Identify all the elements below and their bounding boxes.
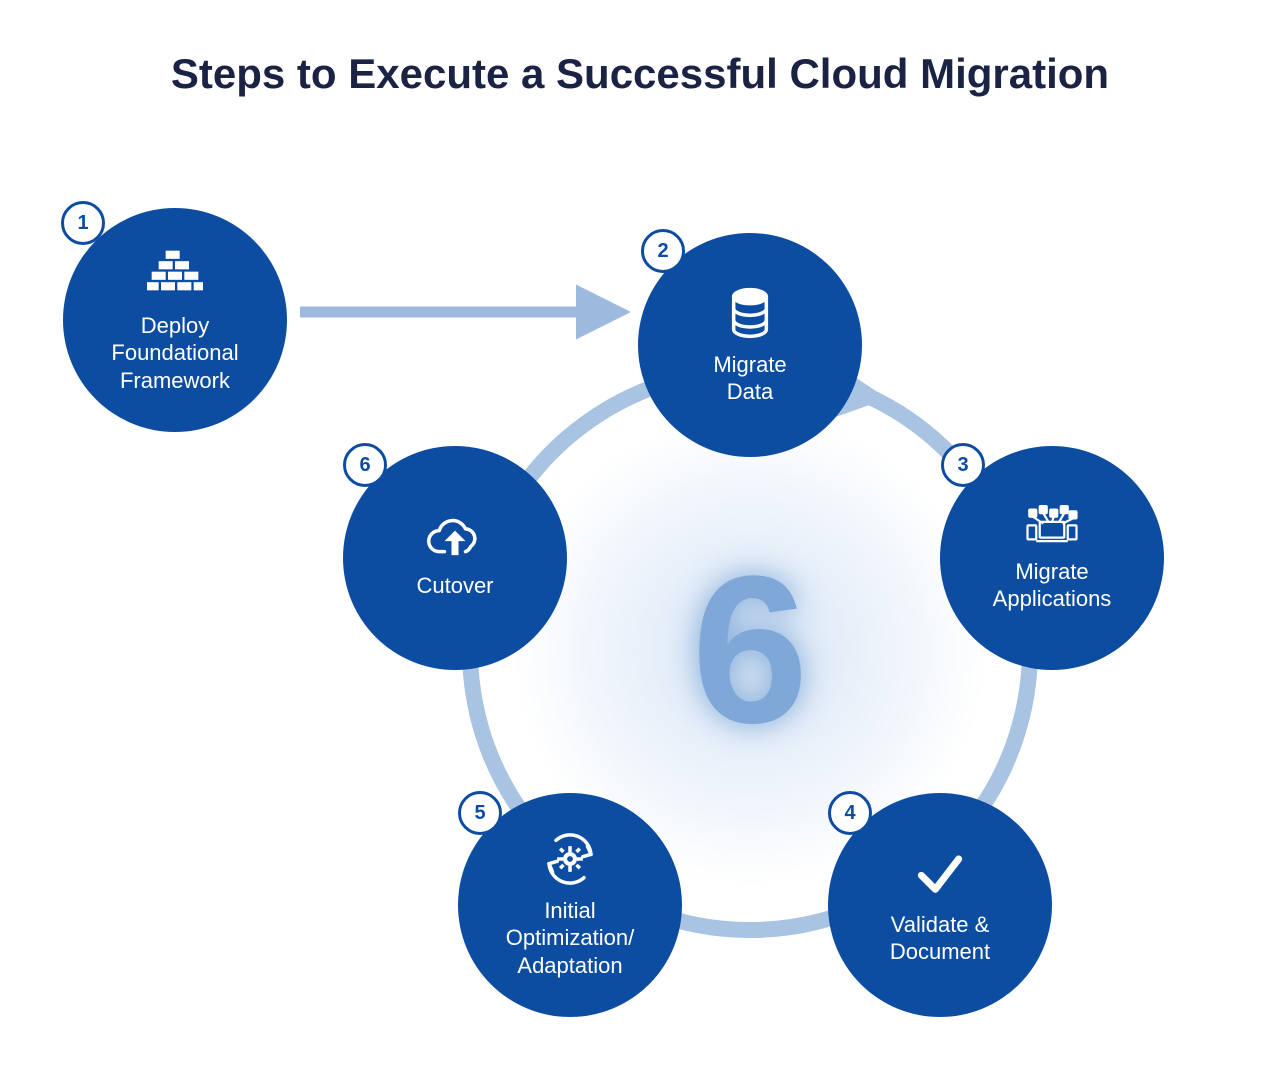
database-icon — [722, 285, 778, 341]
diagram-title: Steps to Execute a Successful Cloud Migr… — [0, 48, 1280, 101]
cloud-up-icon — [427, 517, 483, 562]
step-4-label: Validate &Document — [876, 911, 1004, 966]
diagram-canvas: Steps to Execute a Successful Cloud Migr… — [0, 0, 1280, 1083]
step-3-label: MigrateApplications — [979, 558, 1126, 613]
bricks-icon — [147, 246, 203, 302]
center-number: 6 — [692, 529, 809, 771]
step-3-badge: 3 — [941, 443, 985, 487]
step-6-badge: 6 — [343, 443, 387, 487]
devices-icon — [1024, 503, 1080, 548]
step-1-label: DeployFoundationalFramework — [97, 312, 252, 395]
step-2-label: MigrateData — [699, 351, 800, 406]
step-5-label: InitialOptimization/Adaptation — [492, 897, 648, 980]
check-icon — [912, 845, 968, 901]
step-1-badge: 1 — [61, 201, 105, 245]
step-4-badge: 4 — [828, 791, 872, 835]
step-1-circle: DeployFoundationalFramework — [63, 208, 287, 432]
step-6-label: Cutover — [402, 572, 507, 600]
gear-cycle-icon — [542, 831, 598, 887]
step-2-badge: 2 — [641, 229, 685, 273]
step-5-badge: 5 — [458, 791, 502, 835]
